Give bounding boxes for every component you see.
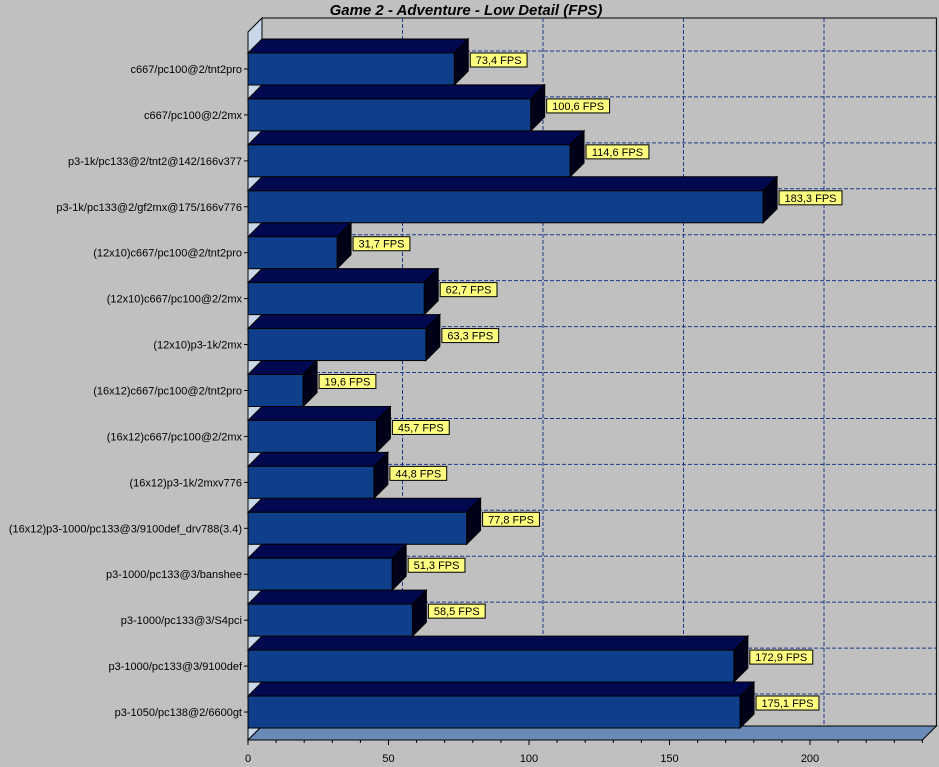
value-label: 175,1 FPS: [761, 698, 813, 710]
bar-top: [246, 635, 750, 651]
x-tick-label: 100: [520, 753, 538, 765]
x-tick-label: 50: [382, 753, 394, 765]
bar: [247, 511, 468, 545]
bar-top: [246, 314, 442, 330]
value-label: 114,6 FPS: [592, 147, 643, 159]
category-label: p3-1000/pc133@3/S4pci: [121, 615, 242, 627]
value-label: 44,8 FPS: [395, 468, 441, 480]
value-label-box: [546, 98, 611, 114]
value-label: 100,6 FPS: [552, 101, 604, 113]
bar: [247, 465, 375, 499]
bar-top: [246, 589, 428, 605]
category-label: (16x12)c667/pc100@2/tnt2pro: [93, 386, 242, 398]
value-label-box: [482, 511, 540, 527]
value-label: 62,7 FPS: [446, 285, 492, 297]
chart-title: Game 2 - Adventure - Low Detail (FPS): [330, 2, 603, 19]
category-label: (16x12)c667/pc100@2/2mx: [107, 431, 243, 443]
bar: [247, 419, 377, 453]
category-label: c667/pc100@2/2mx: [144, 110, 243, 122]
value-label: 73,4 FPS: [476, 55, 522, 67]
value-label: 58,5 FPS: [434, 606, 480, 618]
bar-top: [246, 38, 470, 54]
bar-top: [246, 405, 392, 421]
category-label: (16x12)p3-1k/2mxv776: [129, 477, 242, 489]
x-tick-label: 150: [660, 753, 678, 765]
bar: [247, 190, 764, 224]
category-label: p3-1k/pc133@2/gf2mx@175/166v776: [56, 202, 242, 214]
bar: [247, 98, 532, 132]
bar-top: [246, 176, 779, 192]
value-label-box: [585, 144, 650, 160]
value-label-box: [352, 236, 411, 252]
value-label-box: [407, 557, 466, 573]
value-label: 19,6 FPS: [325, 377, 371, 389]
bar-top: [246, 451, 390, 467]
value-label: 63,3 FPS: [447, 331, 493, 343]
bar-top: [246, 681, 756, 697]
bar: [247, 649, 735, 683]
value-label: 51,3 FPS: [414, 560, 460, 572]
value-label-box: [755, 695, 820, 711]
value-label-box: [439, 282, 498, 298]
bar-top: [246, 497, 482, 513]
value-label-box: [778, 190, 843, 206]
category-label: p3-1k/pc133@2/tnt2@142/166v377: [68, 156, 242, 168]
bar-top: [246, 222, 353, 238]
bar: [247, 236, 338, 270]
category-label: (12x10)p3-1k/2mx: [153, 340, 242, 352]
category-label: (12x10)c667/pc100@2/2mx: [107, 294, 243, 306]
category-label: c667/pc100@2/tnt2pro: [131, 64, 242, 76]
bar: [247, 374, 304, 408]
bar: [247, 695, 741, 729]
value-label-box: [318, 374, 377, 390]
bar: [247, 282, 425, 316]
category-label: (16x12)p3-1000/pc133@3/9100def_drv788(3.…: [9, 523, 242, 535]
bar-top: [246, 268, 440, 284]
category-label: p3-1000/pc133@3/9100def: [109, 661, 243, 673]
category-label: p3-1000/pc133@3/banshee: [106, 569, 242, 581]
value-label: 172,9 FPS: [755, 652, 807, 664]
x-tick-label: 0: [245, 753, 251, 765]
bar: [247, 144, 571, 178]
bar: [247, 52, 455, 86]
bar-top: [246, 84, 546, 100]
bar-top: [246, 130, 586, 146]
value-label-box: [749, 649, 814, 665]
category-label: (12x10)c667/pc100@2/tnt2pro: [93, 248, 242, 260]
value-label-box: [427, 603, 486, 619]
value-label: 31,7 FPS: [359, 239, 405, 251]
value-label: 77,8 FPS: [488, 514, 534, 526]
category-label: p3-1050/pc138@2/6600gt: [115, 707, 242, 719]
value-label-box: [391, 419, 450, 435]
bar: [247, 328, 427, 362]
value-label-box: [389, 465, 448, 481]
value-label-box: [441, 328, 500, 344]
bar: [247, 603, 413, 637]
value-label: 45,7 FPS: [398, 422, 444, 434]
bar: [247, 557, 393, 591]
value-label-box: [469, 52, 528, 68]
x-tick-label: 200: [801, 753, 819, 765]
value-label: 183,3 FPS: [785, 193, 837, 205]
bar-top: [246, 543, 408, 559]
